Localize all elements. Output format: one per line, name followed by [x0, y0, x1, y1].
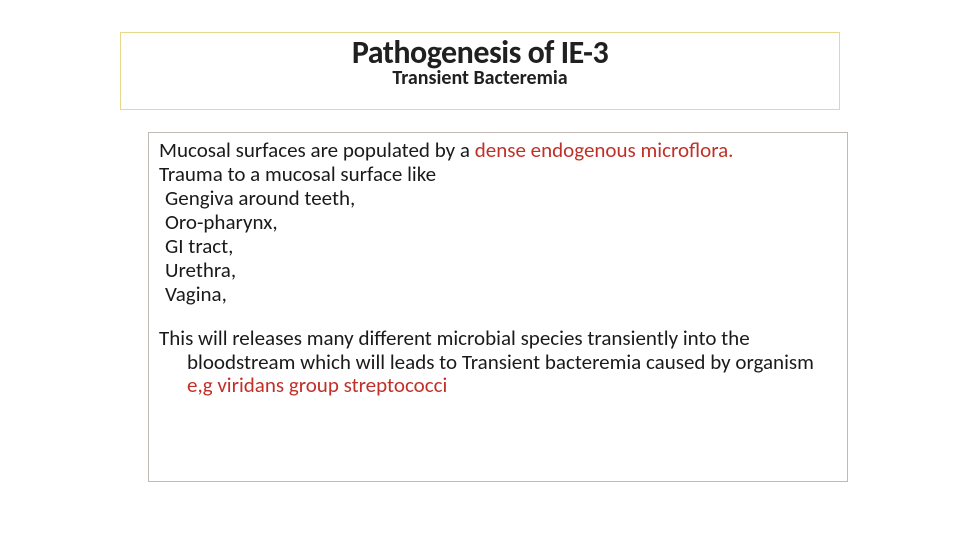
list-item-gi: GI tract,	[159, 235, 837, 259]
paragraph-1: Mucosal surfaces are populated by a dens…	[159, 139, 837, 307]
list-item-oropharynx: Oro-pharynx,	[159, 211, 837, 235]
spacer	[159, 307, 837, 327]
paragraph-2: This will releases many different microb…	[159, 327, 837, 399]
header-box: Pathogenesis of IE-3 Transient Bacteremi…	[120, 32, 840, 110]
list-item-urethra: Urethra,	[159, 259, 837, 283]
para1-pre: Mucosal surfaces are populated by a	[159, 137, 475, 163]
slide-subtitle: Transient Bacteremia	[121, 68, 839, 89]
para1-line2: Trauma to a mucosal surface like	[159, 163, 837, 187]
list-item-vagina: Vagina,	[159, 283, 837, 307]
para1-highlight: dense endogenous microflora.	[475, 137, 734, 163]
list-item-gengiva: Gengiva around teeth,	[159, 187, 837, 211]
para2-highlight: e,g viridans group streptococci	[187, 372, 447, 398]
body-box: Mucosal surfaces are populated by a dens…	[148, 132, 848, 482]
para2-pre: This will releases many different microb…	[159, 325, 814, 375]
slide-title: Pathogenesis of IE-3	[121, 35, 839, 70]
